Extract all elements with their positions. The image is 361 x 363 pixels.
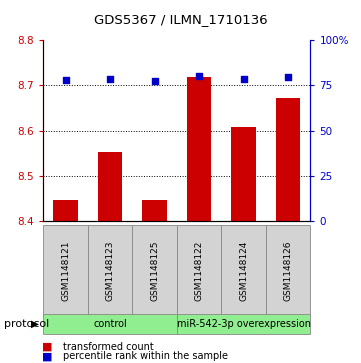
Point bbox=[63, 77, 69, 83]
Text: miR-542-3p overexpression: miR-542-3p overexpression bbox=[177, 319, 311, 329]
Point bbox=[152, 78, 157, 84]
Point bbox=[107, 76, 113, 82]
Bar bbox=[231, 127, 256, 221]
Text: transformed count: transformed count bbox=[63, 342, 154, 352]
Point bbox=[241, 76, 247, 82]
Text: ■: ■ bbox=[42, 351, 52, 362]
Bar bbox=[221, 225, 266, 316]
Point bbox=[196, 73, 202, 79]
Bar bbox=[43, 314, 177, 334]
Bar bbox=[266, 225, 310, 316]
Text: ■: ■ bbox=[42, 342, 52, 352]
Text: GSM1148125: GSM1148125 bbox=[150, 240, 159, 301]
Text: protocol: protocol bbox=[4, 319, 49, 329]
Text: GSM1148121: GSM1148121 bbox=[61, 240, 70, 301]
Bar bbox=[177, 314, 310, 334]
Text: GSM1148123: GSM1148123 bbox=[106, 240, 114, 301]
Text: percentile rank within the sample: percentile rank within the sample bbox=[63, 351, 228, 362]
Bar bbox=[142, 200, 167, 221]
Bar bbox=[132, 225, 177, 316]
Text: GSM1148126: GSM1148126 bbox=[284, 240, 293, 301]
Text: GDS5367 / ILMN_1710136: GDS5367 / ILMN_1710136 bbox=[94, 13, 267, 26]
Bar bbox=[276, 98, 300, 221]
Bar bbox=[43, 225, 88, 316]
Bar bbox=[98, 152, 122, 221]
Bar bbox=[177, 225, 221, 316]
Bar bbox=[187, 77, 212, 221]
Text: GSM1148124: GSM1148124 bbox=[239, 240, 248, 301]
Bar bbox=[53, 200, 78, 221]
Bar bbox=[88, 225, 132, 316]
Text: control: control bbox=[93, 319, 127, 329]
Text: ▶: ▶ bbox=[31, 319, 39, 329]
Text: GSM1148122: GSM1148122 bbox=[195, 240, 204, 301]
Point bbox=[285, 74, 291, 80]
